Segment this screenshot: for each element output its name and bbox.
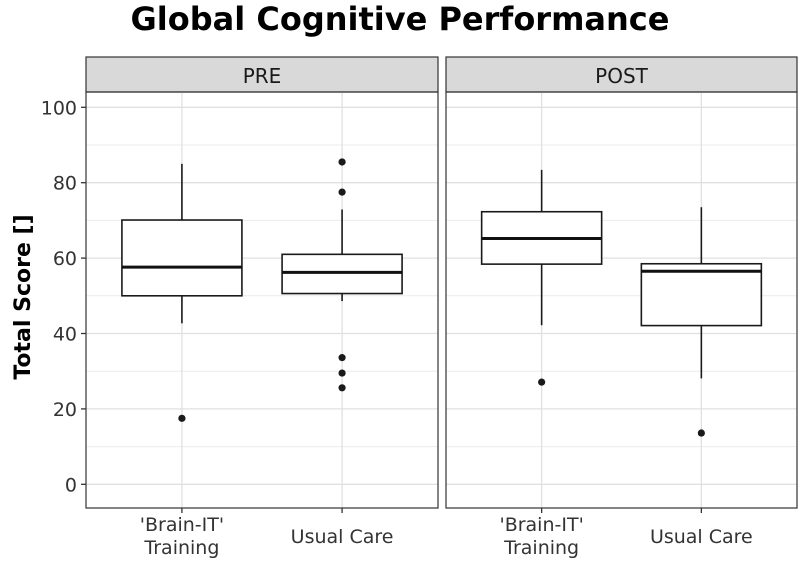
y-tick-label: 40 [53,324,77,346]
y-tick-label: 60 [53,248,77,270]
outlier-point [178,414,186,422]
outlier-point [538,378,546,386]
panel-border [85,91,439,509]
box-iqr [281,253,403,295]
x-tick-label: Training [143,537,219,559]
y-tick-label: 100 [41,97,77,119]
y-tick-label: 80 [53,173,77,195]
x-tick-label: Training [503,537,579,559]
box-iqr [640,262,763,327]
y-tick-label: 20 [53,399,77,421]
x-tick-label: Usual Care [291,526,394,548]
outlier-point [338,384,346,392]
facet-strip-post [445,56,798,93]
outlier-point [338,188,346,196]
x-tick-label: 'Brain-IT' [499,514,583,536]
y-tick-label: 0 [65,474,77,496]
panel-border [445,91,798,509]
facet-strip-pre [85,56,439,93]
y-axis-label: Total Score [] [11,214,36,379]
box-iqr [121,219,243,297]
chart-title: Global Cognitive Performance [131,0,670,38]
x-tick-label: Usual Care [650,526,753,548]
outlier-point [338,354,346,362]
outlier-point [697,429,705,437]
outlier-point [338,369,346,377]
facet-label: POST [595,64,648,88]
outlier-point [338,158,346,166]
x-tick-label: 'Brain-IT' [140,514,224,536]
facet-label: PRE [243,64,282,88]
